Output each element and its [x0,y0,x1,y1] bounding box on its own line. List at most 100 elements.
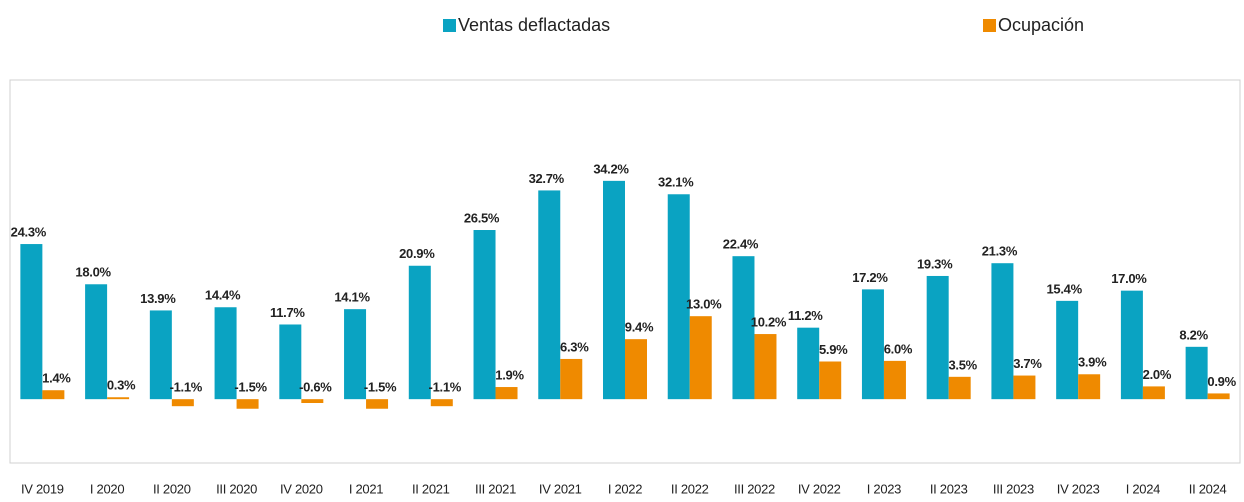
x-tick-label: I 2020 [90,481,124,496]
data-label: 3.5% [948,357,977,372]
x-tick-label: I 2024 [1126,481,1160,496]
data-label: 0.9% [1207,374,1236,389]
bar [926,275,949,400]
bar [85,284,108,400]
x-tick-label: III 2023 [993,481,1034,496]
data-label: 32.1% [658,175,694,190]
data-label: 6.3% [560,339,589,354]
x-tick-label: II 2021 [412,481,450,496]
bar [279,324,302,400]
x-tick-label: II 2020 [153,481,191,496]
bar [625,339,647,400]
plot-frame [9,79,1241,464]
bar [991,263,1014,400]
x-tick-label: IV 2019 [21,481,64,496]
x-tick-label: II 2024 [1189,481,1227,496]
bar [1013,375,1036,400]
data-label: -1.1% [170,380,203,395]
data-label: 0.3% [107,378,136,393]
data-label: -1.5% [234,380,267,395]
bar [1056,300,1079,400]
bar [819,361,842,400]
data-label: 1.4% [42,371,71,386]
bar [344,309,367,400]
x-tick-label: IV 2022 [798,481,841,496]
bar [948,376,971,400]
data-label: 11.2% [788,308,823,323]
bar [1120,290,1143,400]
data-label: 6.0% [884,341,913,356]
bar [689,316,712,400]
bar [667,194,690,400]
x-tick-label: IV 2020 [280,481,323,496]
data-label: 14.1% [334,290,370,305]
data-label: -1.5% [364,380,397,395]
bar [560,358,583,400]
bar [754,334,777,400]
x-tick-label: I 2023 [867,481,901,496]
data-label: 20.9% [399,246,435,261]
bar [149,310,172,400]
data-label: 1.9% [495,367,524,382]
bar [603,180,625,400]
data-label: 21.3% [982,244,1018,259]
legend-label: Ocupación [998,15,1084,35]
bar [797,327,820,400]
data-label: 5.9% [819,342,848,357]
data-label: 22.4% [723,237,759,252]
data-label: 34.2% [593,161,629,176]
x-tick-label: III 2020 [216,481,257,496]
bar [214,307,237,400]
bar [538,190,561,400]
data-label: 13.9% [140,291,176,306]
data-label: 3.7% [1013,356,1042,371]
x-tick-label: III 2022 [734,481,775,496]
bar [495,387,518,400]
data-label: 17.2% [852,270,888,285]
bar [107,397,130,400]
x-tick-label: II 2022 [671,481,709,496]
data-label: 19.3% [917,256,953,271]
bar [883,360,906,400]
x-tick-label: I 2022 [608,481,642,496]
x-tick-label: III 2021 [475,481,516,496]
data-label: 32.7% [529,171,565,186]
bar [1142,386,1165,400]
x-tick-label: II 2023 [930,481,968,496]
data-label: 2.0% [1143,367,1172,382]
bar [473,230,496,400]
data-label: 17.0% [1111,271,1147,286]
bar [171,399,194,407]
x-tick-label: I 2021 [349,481,383,496]
data-label: 10.2% [751,314,787,329]
data-label: 15.4% [1046,281,1082,296]
bar [408,265,431,400]
x-tick-label: IV 2021 [539,481,582,496]
bar [236,399,259,409]
data-label: 24.3% [11,224,47,239]
data-label: 26.5% [464,210,500,225]
legend-swatch [983,19,996,32]
x-tick-label: IV 2023 [1057,481,1100,496]
data-label: 18.0% [75,265,111,280]
data-label: 8.2% [1179,327,1208,342]
data-label: -1.1% [429,380,462,395]
bar [430,399,453,407]
legend-label: Ventas deflactadas [458,15,610,35]
data-label: 11.7% [270,305,305,320]
bar [301,399,324,403]
bar [861,289,884,400]
bar [732,256,755,400]
legend-swatch [443,19,456,32]
data-label: 9.4% [625,320,654,335]
bar [42,390,65,400]
data-label: 14.4% [205,288,241,303]
data-label: -0.6% [299,380,332,395]
bar [1207,393,1230,400]
data-label: 13.0% [686,297,722,312]
bar [366,399,389,409]
data-label: 3.9% [1078,355,1107,370]
bar [1185,346,1208,400]
bar [1078,374,1101,400]
